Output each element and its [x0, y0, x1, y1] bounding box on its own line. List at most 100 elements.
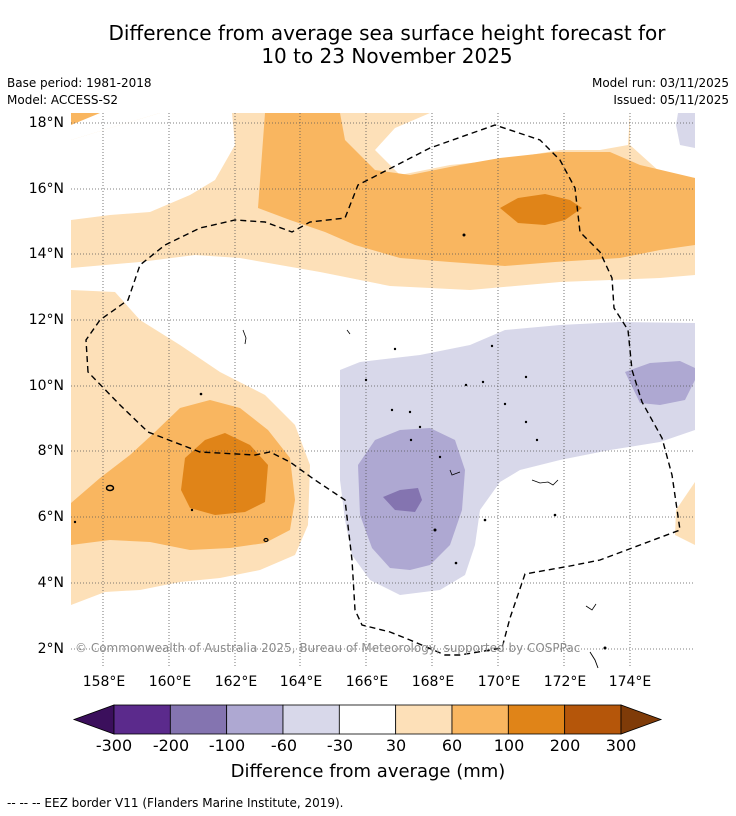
- island: [490, 344, 494, 348]
- lat-label: 8°N: [37, 443, 64, 459]
- model-run: Model run: 03/11/2025: [591, 76, 729, 90]
- contour-30-60-east-edge: [675, 482, 695, 545]
- island: [454, 561, 458, 565]
- lon-label: 172°E: [543, 674, 587, 690]
- lon-label: 160°E: [148, 674, 192, 690]
- issued-date: Issued: 05/11/2025: [613, 93, 729, 107]
- colorbar-segment: [113, 704, 171, 735]
- lon-label: 174°E: [608, 674, 652, 690]
- contour-60-100-small: [312, 113, 320, 122]
- island: [483, 518, 487, 522]
- island: [503, 402, 507, 406]
- colorbar-tick: 300: [605, 736, 637, 755]
- colorbar-segment: [169, 704, 228, 735]
- island: [409, 438, 413, 442]
- colorbar-tick: -300: [95, 736, 133, 755]
- colorbar-tick: 30: [385, 736, 407, 755]
- island: [585, 603, 597, 611]
- contour-100-200-north: [500, 194, 582, 225]
- island: [589, 651, 599, 669]
- lat-label: 18°N: [28, 115, 64, 131]
- eez-footnote: -- -- -- EEZ border V11 (Flanders Marine…: [7, 796, 344, 810]
- island: [346, 329, 351, 335]
- colorbar-segment: [226, 704, 284, 735]
- colorbar-tick: 200: [549, 736, 581, 755]
- island: [464, 383, 468, 387]
- island: [433, 528, 437, 532]
- eez-border: [85, 124, 681, 656]
- lat-label: 10°N: [28, 378, 64, 394]
- contour-neg100-200-central: [383, 488, 422, 512]
- island: [393, 347, 397, 351]
- islands: [73, 233, 607, 669]
- island: [462, 233, 466, 237]
- island: [449, 469, 461, 476]
- colorbar-segment: [395, 704, 453, 735]
- lon-label: 170°E: [477, 674, 521, 690]
- island: [524, 375, 528, 379]
- lat-label: 4°N: [37, 575, 64, 591]
- lon-label: 162°E: [214, 674, 258, 690]
- colorbar-tick: 60: [441, 736, 463, 755]
- colorbar-segment: [564, 704, 622, 735]
- island: [438, 455, 442, 459]
- island: [199, 392, 203, 396]
- island: [364, 378, 368, 382]
- lat-label: 14°N: [28, 246, 64, 262]
- lon-label: 158°E: [82, 674, 126, 690]
- island: [73, 520, 77, 524]
- colorbar-title: Difference from average (mm): [230, 761, 506, 782]
- colorbar-tick: -30: [326, 736, 354, 755]
- gridlines: [71, 113, 695, 666]
- colorbar-tick: -100: [208, 736, 246, 755]
- contour-neg60-100-east: [625, 361, 695, 405]
- lat-label: 12°N: [28, 312, 64, 328]
- colorbar-tick: -200: [152, 736, 190, 755]
- lon-label: 166°E: [345, 674, 389, 690]
- island: [531, 479, 559, 486]
- island: [105, 484, 115, 492]
- colorbar-tick: 100: [493, 736, 525, 755]
- colorbar-segment: [338, 704, 397, 735]
- meta-left: Base period: 1981-2018 Model: ACCESS-S2: [7, 75, 152, 109]
- colorbar: [72, 704, 663, 735]
- contour-neutral-gap-ne: [375, 113, 630, 175]
- colorbar-segment: [282, 704, 340, 735]
- contour-neutral-gap-n: [71, 113, 235, 220]
- island: [553, 513, 557, 517]
- lon-label: 164°E: [279, 674, 323, 690]
- island: [263, 537, 269, 543]
- lon-label: 168°E: [411, 674, 455, 690]
- colorbar-extend-min: [72, 704, 115, 735]
- island: [524, 420, 528, 424]
- island: [190, 508, 194, 512]
- colorbar-segment: [507, 704, 566, 735]
- title-line-2: 10 to 23 November 2025: [261, 44, 513, 68]
- island: [242, 329, 247, 345]
- island: [390, 408, 394, 412]
- colorbar-tick: -60: [270, 736, 298, 755]
- meta-right: Model run: 03/11/2025 Issued: 05/11/2025: [592, 75, 729, 109]
- model-name: Model: ACCESS-S2: [7, 93, 119, 107]
- lat-label: 16°N: [28, 181, 64, 197]
- island: [408, 410, 412, 414]
- colorbar-extend-max: [620, 704, 663, 735]
- contour-neutral-gap-nw: [71, 113, 160, 140]
- title-line-1: Difference from average sea surface heig…: [108, 21, 666, 45]
- contour-100-200-west: [181, 433, 268, 515]
- lat-label: 2°N: [37, 641, 64, 657]
- contour-field: [71, 113, 695, 605]
- island: [603, 646, 607, 650]
- contour-60-100-nw-corner: [71, 113, 100, 125]
- map-title: Difference from average sea surface heig…: [0, 22, 736, 68]
- colorbar-segment: [451, 704, 509, 735]
- contour-neg30-60-ne: [676, 113, 695, 148]
- island: [481, 380, 485, 384]
- copyright-notice: © Commonwealth of Australia 2025, Bureau…: [75, 641, 581, 655]
- lat-label: 6°N: [37, 509, 64, 525]
- base-period: Base period: 1981-2018: [7, 76, 152, 90]
- island: [535, 438, 539, 442]
- contour-60-100-north: [258, 113, 695, 266]
- island: [418, 425, 422, 429]
